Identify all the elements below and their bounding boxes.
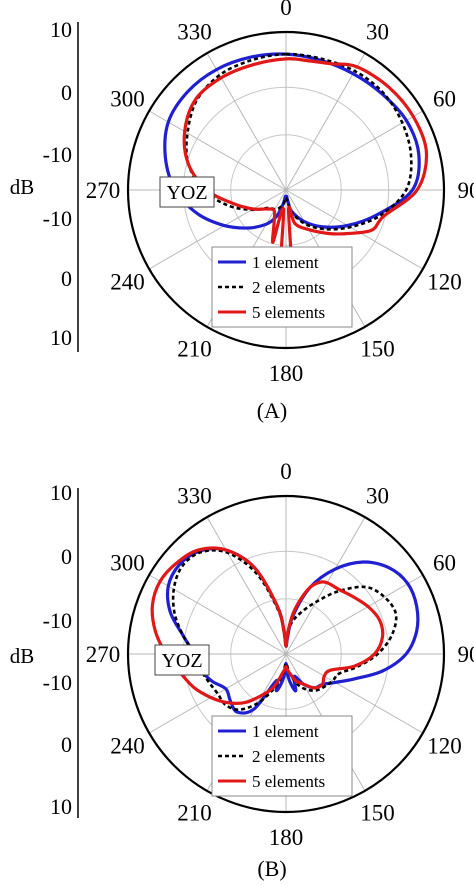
- angle-label: 150: [360, 800, 395, 825]
- grid-spoke: [285, 653, 424, 734]
- series-line-1: [165, 546, 420, 715]
- grid-spoke: [285, 516, 366, 655]
- angle-label: 330: [177, 484, 212, 509]
- legend-entry: 2 elements: [252, 747, 325, 766]
- plane-label: YOZ: [166, 182, 207, 204]
- outer-circle: [126, 494, 446, 814]
- plane-label: YOZ: [161, 650, 202, 672]
- angle-label: 180: [269, 825, 304, 850]
- angle-label: 300: [110, 551, 145, 576]
- angle-label: 0: [280, 0, 292, 20]
- radial-tick-label: 0: [61, 544, 72, 569]
- series-line-2: [185, 52, 413, 231]
- angle-label: 90: [458, 642, 474, 667]
- legend-entry: 2 elements: [252, 278, 325, 297]
- angle-label: 240: [110, 270, 145, 295]
- radial-tick-label: 0: [61, 732, 72, 757]
- angle-label: 300: [110, 87, 145, 112]
- angle-label: 240: [110, 734, 145, 759]
- series-line-1: [163, 52, 421, 230]
- radial-tick-label: 0: [61, 266, 72, 291]
- angle-label: 90: [458, 178, 474, 203]
- legend-entry: 5 elements: [252, 772, 325, 791]
- angle-label: 330: [177, 20, 212, 45]
- grid-spoke: [285, 574, 424, 655]
- polar-chart-a: 0 30 60 90 120 150 180 210 240 270 300 330 10 0 -10 -10…: [10, 0, 474, 423]
- angle-label: 210: [177, 800, 212, 825]
- series-line-3: [150, 546, 385, 705]
- angle-label: 270: [86, 178, 121, 203]
- figure-caption: (A): [257, 398, 288, 423]
- grid-spoke: [285, 189, 424, 270]
- grid-spoke: [148, 653, 287, 734]
- radial-tick-label: 0: [61, 80, 72, 105]
- series-line-2: [171, 549, 398, 712]
- radial-tick-label: 10: [50, 17, 72, 42]
- radial-tick-label: -10: [43, 142, 72, 167]
- grid-spoke: [206, 516, 287, 655]
- angle-label: 150: [360, 336, 395, 361]
- plane-label-box: [154, 644, 210, 676]
- grid-spoke: [148, 189, 287, 270]
- angle-label: 210: [177, 336, 212, 361]
- plane-label-box: [159, 176, 215, 208]
- angle-label: 30: [366, 484, 389, 509]
- radial-tick-label: 10: [50, 325, 72, 350]
- legend-entry: 1 element: [252, 253, 319, 272]
- radial-tick-label: -10: [43, 608, 72, 633]
- angle-label: 60: [433, 87, 456, 112]
- angle-label: 270: [86, 642, 121, 667]
- angle-label: 120: [427, 734, 462, 759]
- grid-spoke: [148, 110, 287, 191]
- angle-label: 180: [269, 361, 304, 386]
- figure-caption: (B): [257, 856, 286, 881]
- radial-tick-label: 10: [50, 794, 72, 819]
- legend-entry: 1 element: [252, 722, 319, 741]
- polar-chart-b: 0 30 60 90 120 150 180 210 240 270 300 330 10 0 -10 -10…: [10, 459, 474, 881]
- angle-label: 60: [433, 551, 456, 576]
- series-line-3: [182, 57, 429, 279]
- radial-tick-label: -10: [43, 670, 72, 695]
- grid-spoke: [285, 52, 366, 191]
- angle-label: 30: [366, 20, 389, 45]
- unit-label: dB: [10, 644, 35, 668]
- legend-entry: 5 elements: [252, 303, 325, 322]
- outer-circle: [126, 30, 446, 350]
- grid-spoke: [285, 110, 424, 191]
- angle-label: 0: [280, 459, 292, 484]
- grid-spoke: [148, 574, 287, 655]
- radial-tick-label: -10: [43, 206, 72, 231]
- angle-label: 120: [427, 270, 462, 295]
- unit-label: dB: [10, 175, 35, 199]
- grid-spoke: [206, 52, 287, 191]
- radial-tick-label: 10: [50, 480, 72, 505]
